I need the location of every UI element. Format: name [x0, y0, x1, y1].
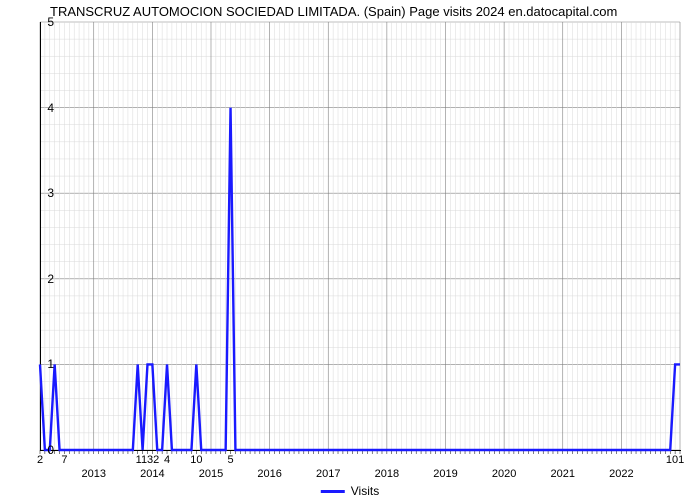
ytick-label: 2: [47, 272, 54, 286]
ytick-label: 3: [47, 186, 54, 200]
ytick-label: 5: [47, 15, 54, 29]
xtick-label: 7: [61, 454, 67, 466]
chart-container: TRANSCRUZ AUTOMOCION SOCIEDAD LIMITADA. …: [0, 0, 700, 500]
xtick-year: 2018: [375, 468, 399, 480]
xtick-year: 2017: [316, 468, 340, 480]
legend-swatch: [321, 490, 345, 493]
chart-title: TRANSCRUZ AUTOMOCION SOCIEDAD LIMITADA. …: [50, 4, 617, 19]
xtick-year: 2015: [199, 468, 223, 480]
xtick-year: 2021: [550, 468, 574, 480]
xtick-label: 1132: [136, 454, 160, 466]
ytick-label: 0: [47, 443, 54, 457]
xtick-year: 2019: [433, 468, 457, 480]
xtick-year: 2020: [492, 468, 516, 480]
xtick-year: 2022: [609, 468, 633, 480]
xtick-label: 10: [190, 454, 202, 466]
xtick-label: 2: [37, 454, 43, 466]
ytick-label: 1: [47, 357, 54, 371]
xtick-year: 2013: [81, 468, 105, 480]
legend: Visits: [321, 484, 379, 498]
xtick-year: 2016: [257, 468, 281, 480]
xtick-label: 101: [666, 454, 684, 466]
xtick-year: 2014: [140, 468, 164, 480]
xtick-label: 4: [164, 454, 170, 466]
legend-label: Visits: [351, 484, 379, 498]
series-line: [40, 22, 680, 450]
ytick-label: 4: [47, 101, 54, 115]
xtick-label: 5: [227, 454, 233, 466]
